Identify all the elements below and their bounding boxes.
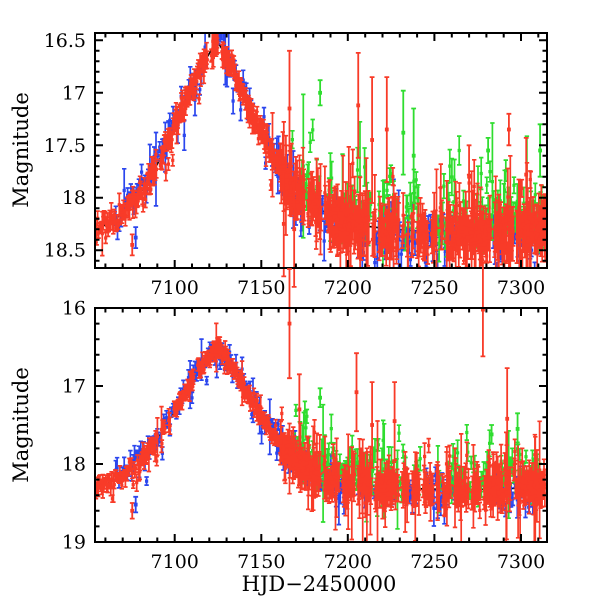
top-outliers [129,49,543,288]
outlier-point [287,106,292,111]
outlier-point [318,90,322,95]
outlier-point [507,127,511,132]
outlier-point [384,127,389,132]
bottom-x-tick-label: 7150 [237,551,285,573]
top-frame [94,32,548,269]
x-axis-label: HJD−2450000 [242,572,397,596]
top-series-red-event-errorbars [95,33,283,257]
outlier-point [318,395,322,400]
outlier-point [467,174,471,179]
top-series-red-tail-points [278,154,547,262]
top-panel-ylabel: Magnitude [9,92,33,208]
top-ticks [95,33,547,268]
bottom-panel-ylabel: Magnitude [9,367,33,483]
outlier-point [392,419,397,423]
outlier-point [370,138,374,142]
outlier-point [292,227,297,232]
bottom-outliers [129,261,520,520]
bottom-x-tick-label: 7300 [497,551,545,573]
top-y-tick-label: 18 [62,187,86,209]
bottom-series-red-tail-points [278,411,547,512]
top-x-tick-label: 7150 [237,277,285,299]
outlier-point [401,130,406,135]
outlier-point [481,307,485,312]
bottom-x-tick-label: 7250 [410,551,458,573]
bottom-x-tick-label: 7100 [151,551,199,573]
bottom-series-red-event-points [95,339,282,501]
outlier-point [505,416,510,421]
bottom-axes: 7100 7150 7200 7250 7300 16 17 18 19 [62,298,548,573]
outlier-point [486,148,490,153]
outlier-point [354,390,359,395]
bottom-ticks [95,307,547,543]
outlier-point [287,321,292,326]
top-x-tick-label: 7100 [151,277,199,299]
outlier-point [411,153,416,158]
top-y-tick-label: 18.5 [44,240,86,262]
chart-render-root: 7100 7150 7200 7250 730016.51717.51818.57100… [44,30,548,573]
top-x-tick-label: 7300 [497,277,545,299]
top-axes: 7100 7150 7200 7250 7300 16.5 17 17.5 18 18.5 [44,30,548,299]
bottom-frame [94,307,548,543]
outlier-point [538,148,542,153]
bottom-y-tick-label: 16 [62,298,86,320]
outlier-point [515,427,520,431]
top-series-red-event-points [95,37,282,240]
top-panel-data [95,33,547,268]
outlier-point [370,423,374,427]
top-x-tick-label: 7250 [410,277,458,299]
outlier-point [356,103,361,108]
top-y-tick-label: 17 [62,82,86,104]
bottom-panel-data [95,322,547,542]
outlier-point [130,508,135,513]
bottom-y-tick-label: 19 [62,532,86,554]
top-y-tick-label: 16.5 [44,30,86,52]
top-x-tick-label: 7200 [324,277,372,299]
outlier-point [297,407,302,412]
bottom-x-tick-label: 7200 [324,551,372,573]
outlier-point [281,222,286,226]
outlier-point [524,172,529,177]
bottom-y-tick-label: 18 [62,454,86,476]
outlier-point [133,502,138,507]
outlier-point [133,235,138,240]
top-y-tick-label: 17.5 [44,135,86,157]
bottom-y-tick-label: 17 [62,376,86,398]
outlier-point [130,243,135,247]
outlier-point [489,432,494,437]
